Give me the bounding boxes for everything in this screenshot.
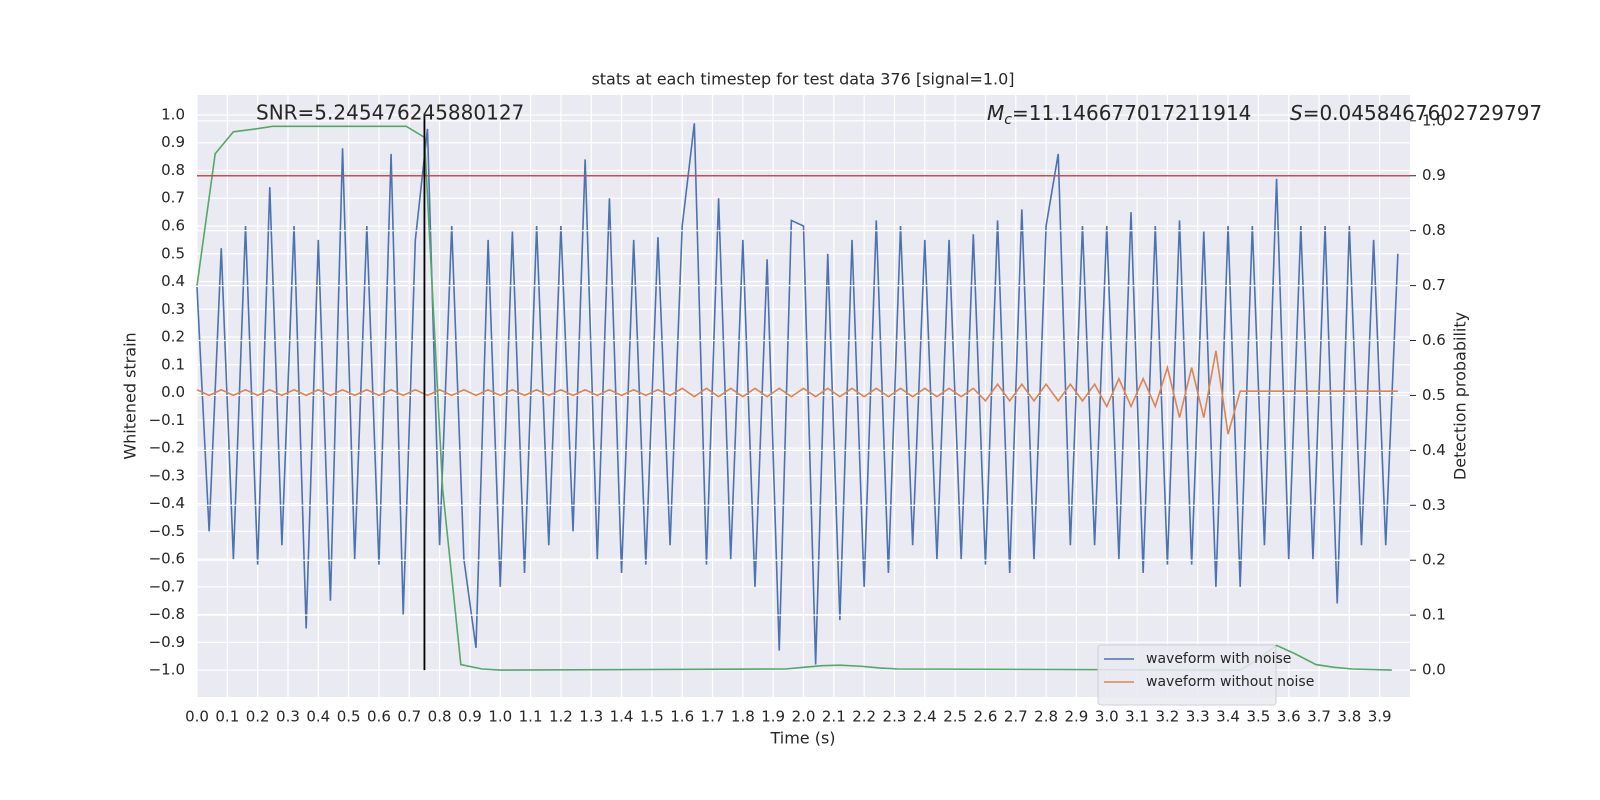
s-annotation: S=0.0458467602729797 <box>1290 101 1542 125</box>
x-tick-label: 3.5 <box>1246 708 1270 726</box>
x-tick-label: 1.6 <box>670 708 694 726</box>
y-tick-label: −0.7 <box>149 577 185 595</box>
x-tick-label: 2.2 <box>852 708 876 726</box>
y-tick-label: 0.8 <box>161 161 185 179</box>
x-tick-label: 1.5 <box>640 708 664 726</box>
x-tick-label: 0.1 <box>215 708 239 726</box>
y-tick-label: 0.3 <box>161 300 185 318</box>
x-tick-label: 2.7 <box>1004 708 1028 726</box>
y-tick-label: −1.0 <box>149 661 185 679</box>
snr-annotation: SNR=5.245476245880127 <box>256 101 524 125</box>
legend-box <box>1097 644 1277 706</box>
x-tick-label: 1.4 <box>610 708 634 726</box>
x-tick-label: 2.0 <box>792 708 816 726</box>
series-line <box>196 123 1399 665</box>
y-tick-label: 0.2 <box>161 328 185 346</box>
y2-tick-label: 0.7 <box>1422 276 1446 294</box>
y2-tick-label: 0.4 <box>1422 441 1446 459</box>
x-tick-label: 0.5 <box>337 708 361 726</box>
y2-tick-label: 0.1 <box>1422 606 1446 624</box>
x-tick-label: 0.7 <box>397 708 421 726</box>
mc-subscript: c <box>1004 112 1012 128</box>
y-tick-label: 0.9 <box>161 133 185 151</box>
s-value: =0.0458467602729797 <box>1303 101 1542 125</box>
x-tick-label: 1.2 <box>549 708 573 726</box>
x-tick-label: 0.8 <box>428 708 452 726</box>
y-tick-label: −0.3 <box>149 466 185 484</box>
s-symbol: S <box>1290 101 1303 125</box>
mc-value: =11.146677017211914 <box>1012 101 1251 125</box>
x-tick-label: 1.0 <box>488 708 512 726</box>
x-tick-label: 3.8 <box>1337 708 1361 726</box>
y-tick-label: −0.8 <box>149 605 185 623</box>
y-tick-label: −0.5 <box>149 522 185 540</box>
x-tick-label: 3.2 <box>1155 708 1179 726</box>
x-tick-label: 2.6 <box>974 708 998 726</box>
legend-label: waveform with noise <box>1146 651 1291 667</box>
x-tick-label: 0.9 <box>458 708 482 726</box>
y-tick-label: 0.1 <box>161 355 185 373</box>
x-tick-label: 0.2 <box>246 708 270 726</box>
series-line <box>196 125 1392 671</box>
x-axis-label: Time (s) <box>769 729 835 748</box>
x-tick-label: 3.3 <box>1186 708 1210 726</box>
x-tick-label: 3.7 <box>1307 708 1331 726</box>
x-tick-label: 1.8 <box>731 708 755 726</box>
y-tick-label: 1.0 <box>161 105 185 123</box>
y2-tick-label: 0.0 <box>1422 661 1446 679</box>
mc-annotation: Mc=11.146677017211914 <box>987 101 1251 129</box>
x-tick-label: 1.3 <box>579 708 603 726</box>
y-tick-label: 0.4 <box>161 272 185 290</box>
x-tick-label: 0.3 <box>276 708 300 726</box>
y2-axis-label: Detection probability <box>1451 312 1470 480</box>
x-tick-label: 3.1 <box>1125 708 1149 726</box>
x-tick-label: 3.6 <box>1277 708 1301 726</box>
y-tick-label: 0.7 <box>161 189 185 207</box>
y-tick-label: 0.6 <box>161 217 185 235</box>
y2-tick-label: 0.2 <box>1422 551 1446 569</box>
x-tick-label: 2.9 <box>1064 708 1088 726</box>
y-tick-label: −0.9 <box>149 633 185 651</box>
y-tick-label: −0.6 <box>149 550 185 568</box>
x-tick-label: 2.3 <box>883 708 907 726</box>
y-axis-label: Whitened strain <box>121 332 140 459</box>
legend-label: waveform without noise <box>1146 674 1314 690</box>
y2-tick-label: 0.8 <box>1422 221 1446 239</box>
mc-symbol: M <box>987 101 1004 125</box>
y2-tick-label: 0.6 <box>1422 331 1446 349</box>
y2-tick-label: 0.9 <box>1422 166 1446 184</box>
x-tick-label: 3.0 <box>1095 708 1119 726</box>
x-tick-label: 1.1 <box>519 708 543 726</box>
x-tick-label: 1.7 <box>701 708 725 726</box>
y-tick-label: 0.5 <box>161 244 185 262</box>
y2-tick-label: 0.3 <box>1422 496 1446 514</box>
x-tick-label: 0.4 <box>306 708 330 726</box>
x-tick-label: 3.4 <box>1216 708 1240 726</box>
x-tick-label: 2.4 <box>913 708 937 726</box>
y2-tick-label: 0.5 <box>1422 386 1446 404</box>
x-tick-label: 0.6 <box>367 708 391 726</box>
x-tick-label: 2.5 <box>943 708 967 726</box>
y2-tick-label: 1.0 <box>1422 111 1446 129</box>
series-line <box>196 350 1398 435</box>
x-tick-label: 1.9 <box>761 708 785 726</box>
y-tick-label: −0.4 <box>149 494 185 512</box>
x-tick-label: 2.1 <box>822 708 846 726</box>
chart-title: stats at each timestep for test data 376… <box>591 70 1014 89</box>
x-tick-label: 0.0 <box>185 708 209 726</box>
y-tick-label: −0.1 <box>149 411 185 429</box>
x-tick-label: 2.8 <box>1034 708 1058 726</box>
x-tick-label: 3.9 <box>1368 708 1392 726</box>
y-tick-label: 0.0 <box>161 383 185 401</box>
y-tick-label: −0.2 <box>149 439 185 457</box>
